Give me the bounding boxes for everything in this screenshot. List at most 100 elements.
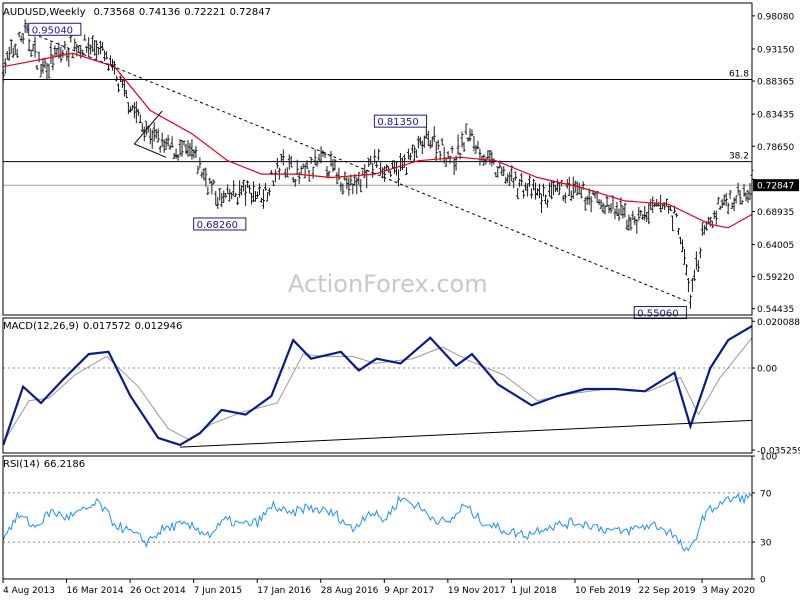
ohlc-bar [265, 192, 269, 202]
ohlc-bar [355, 177, 359, 195]
ohlc-bar [293, 178, 297, 187]
ohlc-bar [158, 145, 162, 153]
ohlc-bar [315, 160, 319, 167]
last-price-label: 0.72847 [757, 182, 794, 192]
ohlc-bar [575, 181, 579, 196]
ohlc-bar [53, 45, 57, 58]
ohlc-bar [122, 78, 126, 97]
ohlc-bar [631, 210, 635, 221]
ohlc-bar [675, 213, 679, 218]
ohlc-bar [21, 33, 25, 44]
ohlc-bar [571, 176, 575, 199]
ohlc-bar [224, 192, 228, 198]
ohlc-bar [508, 171, 512, 186]
ohlc-bar [206, 186, 210, 195]
ohlc-bar [722, 194, 726, 206]
ohlc-bar [93, 40, 97, 56]
ohlc-bar [389, 170, 393, 178]
ohlc-bar [512, 177, 516, 189]
ohlc-bar [671, 215, 675, 232]
ohlc-bar [418, 136, 422, 146]
ohlc-bar [740, 199, 744, 205]
ohlc-bar [103, 50, 107, 62]
ohlc-bar [526, 183, 530, 197]
ohlc-bar [168, 144, 172, 150]
ohlc-bar [472, 135, 476, 152]
ohlc-bar [23, 19, 27, 33]
ohlc-bar [142, 126, 146, 142]
ohlc-bar [619, 197, 623, 216]
x-axis-label: 3 May 2020 [702, 586, 755, 596]
ohlc-bar [112, 60, 116, 75]
ohlc-bar [331, 158, 335, 173]
ohlc-bar [81, 50, 85, 57]
ohlc-bar [543, 194, 547, 204]
ohlc-bar [396, 169, 400, 187]
ohlc-bar [424, 127, 428, 139]
ohlc-bar [259, 197, 263, 203]
ohlc-bar [244, 184, 248, 206]
ohlc-bar [470, 129, 474, 137]
ohlc-bar [357, 171, 361, 185]
ohlc-bar [625, 219, 629, 231]
ohlc-bar [452, 158, 456, 176]
ohlc-bar [726, 202, 730, 215]
ohlc-bar [416, 135, 420, 149]
ohlc-bar [7, 46, 11, 62]
x-axis-label: 26 Oct 2014 [130, 586, 186, 596]
ohlc-bar [603, 205, 607, 215]
ohlc-bar [404, 167, 408, 176]
ohlc-bar [170, 136, 174, 148]
macd-panel-header: MACD(12,26,9) 0.017572 0.012946 [3, 321, 182, 332]
ohlc-bar [623, 202, 627, 218]
ohlc-bar [47, 63, 51, 79]
ohlc-bar [474, 144, 478, 154]
ohlc-bar [583, 197, 587, 211]
ohlc-bar [234, 192, 238, 197]
ohlc-bar [341, 183, 345, 195]
ohlc-bar [144, 120, 148, 136]
ohlc-bar [210, 181, 214, 195]
ohlc-bar [198, 157, 202, 169]
rsi-axis-label: 30 [760, 539, 772, 549]
ohlc-bar [734, 195, 738, 204]
ohlc-bar [31, 43, 35, 52]
ohlc-bar [77, 45, 81, 53]
ohlc-bar [448, 155, 452, 164]
ohlc-bar [385, 164, 389, 171]
ohlc-bar [43, 57, 47, 69]
ohlc-bar [696, 259, 700, 273]
ohlc-bar [109, 55, 113, 66]
ohlc-bar [13, 43, 17, 55]
ohlc-bar [83, 34, 87, 41]
ohlc-bar [682, 249, 686, 265]
ohlc-bar [428, 140, 432, 149]
ohlc-bar [176, 153, 180, 161]
ohlc-bar [281, 149, 285, 166]
ohlc-bar [641, 214, 645, 221]
x-axis-label: 16 Mar 2014 [67, 586, 124, 596]
ohlc-bar [645, 211, 649, 223]
price-annotation-label: 0.55060 [637, 309, 678, 320]
x-axis-label: 4 Aug 2013 [3, 586, 55, 596]
ohlc-bar [140, 122, 144, 132]
ohlc-bar [688, 294, 692, 309]
ohlc-bar [684, 263, 688, 276]
ohlc-bar [639, 209, 643, 217]
ohlc-bar [190, 139, 194, 160]
macd-axis-label: 0.00 [757, 365, 777, 375]
ohlc-bar [279, 153, 283, 163]
price-annotation-label: 0.95040 [32, 25, 73, 36]
ohlc-bar [500, 166, 504, 176]
x-axis-label: 28 Aug 2016 [321, 586, 379, 596]
ohlc-bar [132, 102, 136, 119]
ohlc-bar [589, 196, 593, 213]
ohlc-bar [49, 42, 53, 64]
ohlc-bar [246, 180, 250, 188]
price-axis-label: 0.68935 [757, 208, 794, 218]
ohlc-bar [180, 139, 184, 157]
ohlc-bar [494, 171, 498, 178]
ohlc-bar [89, 44, 93, 55]
